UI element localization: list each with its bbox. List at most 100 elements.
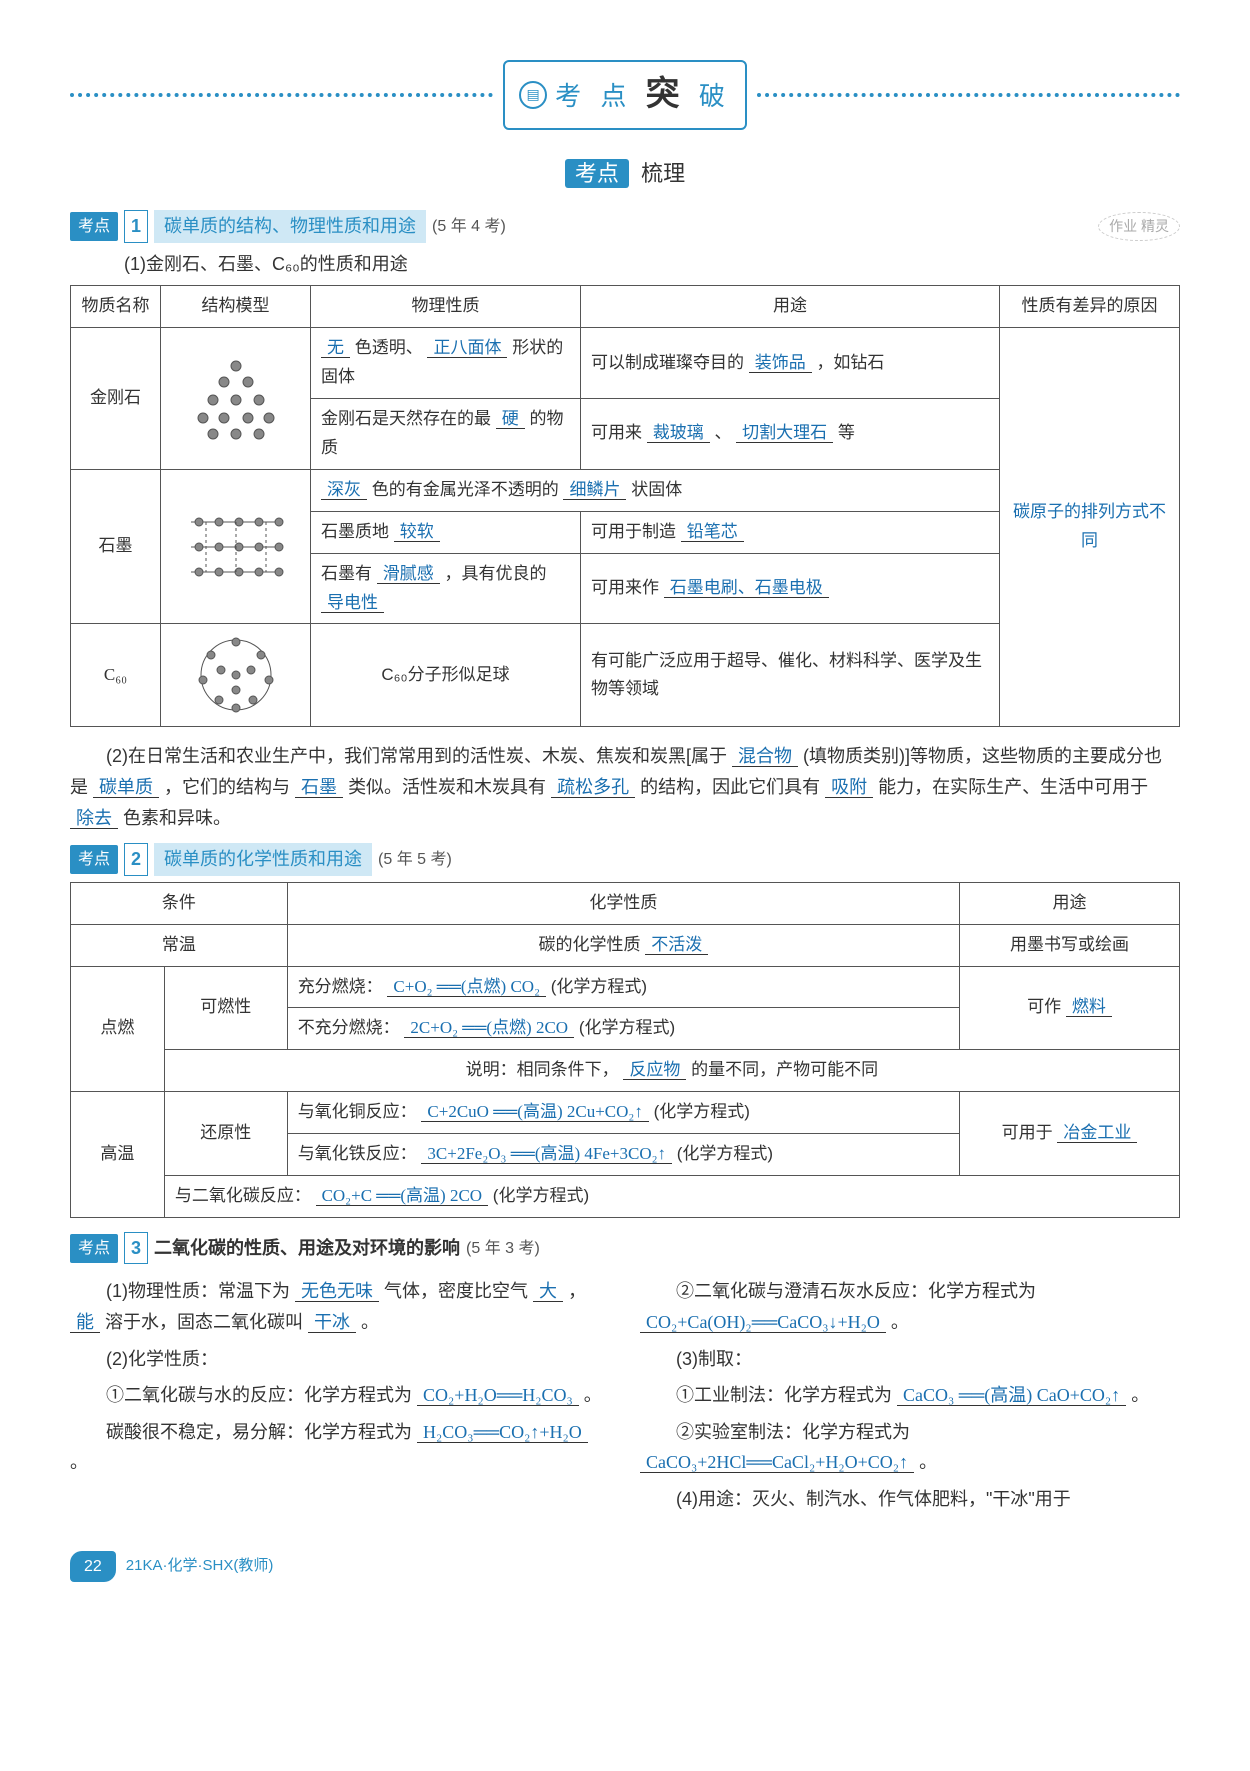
answer: 冶金工业	[1057, 1123, 1137, 1143]
answer: 较软	[394, 522, 440, 542]
footer-code: 21KA·化学·SHX(教师)	[126, 1553, 274, 1579]
answer: 石墨	[295, 777, 343, 798]
cell-prop: 与二氧化碳反应： CO₂+C ══(高温) 2CO (化学方程式)	[164, 1176, 1179, 1218]
answer: 导电性	[321, 593, 384, 613]
cell-use: 有可能广泛应用于超导、催化、材料科学、医学及生物等领域	[580, 624, 999, 727]
cell-note: 说明：相同条件下， 反应物 的量不同，产物可能不同	[164, 1050, 1179, 1092]
para-2: (2)在日常生活和农业生产中，我们常常用到的活性炭、木炭、焦炭和炭黑[属于 混合…	[70, 741, 1180, 833]
kaodian-topic: 碳单质的化学性质和用途	[154, 843, 372, 876]
t1-subtitle: (1)金刚石、石墨、C₆₀的性质和用途	[70, 249, 1180, 280]
answer: 干冰	[308, 1312, 356, 1333]
kaodian-1-row: 考点 1 碳单质的结构、物理性质和用途 (5 年 4 考) 作业 精灵	[70, 210, 1180, 243]
section-tag: 考点	[565, 159, 629, 188]
text-line: (4)用途：灭火、制汽水、作气体肥料，"干冰"用于	[640, 1484, 1180, 1515]
table-row: 金刚石 无 色透明、 正八面体 形状的固体 可以制成璀璨夺目的 装饰品 ，如钻石	[71, 328, 1180, 399]
answer: 碳原子的排列方式不同	[1013, 502, 1166, 550]
cell-prop: C₆₀分子形似足球	[311, 624, 581, 727]
kaodian-note: (5 年 5 考)	[378, 846, 452, 873]
table-row: 说明：相同条件下， 反应物 的量不同，产物可能不同	[71, 1050, 1180, 1092]
cell-model	[161, 328, 311, 470]
cell-prop: 碳的化学性质 不活泼	[287, 924, 959, 966]
answer: 切割大理石	[736, 423, 833, 443]
th: 条件	[71, 882, 288, 924]
kaodian-label: 考点	[70, 1234, 118, 1263]
th: 性质有差异的原因	[1000, 286, 1180, 328]
th: 用途	[580, 286, 999, 328]
answer: 大	[533, 1281, 563, 1302]
text-line: ①二氧化碳与水的反应：化学方程式为 CO₂+H₂O══H₂CO₃ 。	[70, 1380, 610, 1411]
answer: 2C+O₂ ══(点燃) 2CO	[404, 1018, 574, 1038]
cell-model	[161, 624, 311, 727]
answer: 深灰	[321, 480, 367, 500]
answer: 能	[70, 1312, 100, 1333]
th: 物质名称	[71, 286, 161, 328]
cell-name: C₆₀	[71, 624, 161, 727]
two-column-text: (1)物理性质：常温下为 无色无味 气体，密度比空气 大 ， 能 溶于水，固态二…	[70, 1270, 1180, 1520]
cell-prop: 深灰 色的有金属光泽不透明的 细鳞片 状固体	[311, 469, 1000, 511]
cell-use: 可作 燃料	[960, 966, 1180, 1050]
table-1: 物质名称 结构模型 物理性质 用途 性质有差异的原因 金刚石 无 色透明、 正八…	[70, 285, 1180, 727]
cell-reason: 碳原子的排列方式不同	[1000, 328, 1180, 727]
kaodian-2-row: 考点 2 碳单质的化学性质和用途 (5 年 5 考)	[70, 843, 1180, 876]
answer: 细鳞片	[563, 480, 626, 500]
answer: H₂CO₃══CO₂↑+H₂O	[417, 1422, 588, 1443]
cell-cond: 高温	[71, 1092, 165, 1218]
table-row: 物质名称 结构模型 物理性质 用途 性质有差异的原因	[71, 286, 1180, 328]
cell-prop: 金刚石是天然存在的最 硬 的物质	[311, 399, 581, 470]
cell-cond: 点燃	[71, 966, 165, 1092]
th: 物理性质	[311, 286, 581, 328]
text-line: ②二氧化碳与澄清石灰水反应：化学方程式为 CO₂+Ca(OH)₂══CaCO₃↓…	[640, 1276, 1180, 1337]
page-footer: 22 21KA·化学·SHX(教师)	[70, 1551, 1180, 1582]
cell-use: 可用于制造 铅笔芯	[580, 511, 999, 553]
cell-use: 可用来 裁玻璃 、 切割大理石 等	[580, 399, 999, 470]
text-line: (2)化学性质：	[70, 1344, 610, 1375]
answer: 硬	[496, 409, 525, 429]
answer: 3C+2Fe₂O₃ ══(高温) 4Fe+3CO₂↑	[421, 1144, 672, 1164]
kaodian-topic: 碳单质的结构、物理性质和用途	[154, 210, 426, 243]
text-line: (1)物理性质：常温下为 无色无味 气体，密度比空气 大 ， 能 溶于水，固态二…	[70, 1276, 610, 1337]
cell-prop: 与氧化铜反应： C+2CuO ══(高温) 2Cu+CO₂↑ (化学方程式)	[287, 1092, 959, 1134]
cell-prop: 与氧化铁反应： 3C+2Fe₂O₃ ══(高温) 4Fe+3CO₂↑ (化学方程…	[287, 1134, 959, 1176]
book-icon: ▤	[519, 81, 547, 109]
table-row: 点燃 可燃性 充分燃烧： C+O₂ ══(点燃) CO₂ (化学方程式) 可作 …	[71, 966, 1180, 1008]
cell-prop: 石墨质地 较软	[311, 511, 581, 553]
answer: 反应物	[623, 1060, 686, 1080]
answer: CO₂+C ══(高温) 2CO	[316, 1186, 489, 1206]
right-column: ②二氧化碳与澄清石灰水反应：化学方程式为 CO₂+Ca(OH)₂══CaCO₃↓…	[640, 1270, 1180, 1520]
cell-model	[161, 469, 311, 624]
answer: 铅笔芯	[681, 522, 744, 542]
section-title: 考点 梳理	[70, 155, 1180, 192]
text-line: ①工业制法：化学方程式为 CaCO₃ ══(高温) CaO+CO₂↑ 。	[640, 1380, 1180, 1411]
kaodian-number: 2	[124, 843, 148, 876]
kaodian-label: 考点	[70, 212, 118, 241]
answer: 装饰品	[749, 353, 812, 373]
kaodian-topic: 二氧化碳的性质、用途及对环境的影响	[154, 1233, 460, 1264]
watermark-stamp: 作业 精灵	[1098, 212, 1180, 242]
th: 结构模型	[161, 286, 311, 328]
answer: 碳单质	[93, 777, 159, 798]
dots-left	[70, 93, 493, 97]
answer: 无色无味	[295, 1281, 379, 1302]
answer: CO₂+H₂O══H₂CO₃	[417, 1385, 579, 1406]
kaodian-number: 1	[124, 210, 148, 243]
cell-use: 可用于 冶金工业	[960, 1092, 1180, 1176]
cell-use: 可用来作 石墨电刷、石墨电极	[580, 553, 999, 624]
cell-name: 金刚石	[71, 328, 161, 470]
left-column: (1)物理性质：常温下为 无色无味 气体，密度比空气 大 ， 能 溶于水，固态二…	[70, 1270, 610, 1520]
kaodian-note: (5 年 3 考)	[466, 1235, 540, 1262]
header-title: 考 点 突 破	[555, 66, 731, 124]
cell-prop: 充分燃烧： C+O₂ ══(点燃) CO₂ (化学方程式)	[287, 966, 959, 1008]
answer: 石墨电刷、石墨电极	[664, 578, 829, 598]
answer: 裁玻璃	[647, 423, 710, 443]
header-badge: ▤ 考 点 突 破	[503, 60, 747, 130]
text-line: (3)制取：	[640, 1344, 1180, 1375]
cell-prop: 无 色透明、 正八面体 形状的固体	[311, 328, 581, 399]
kaodian-3-row: 考点 3 二氧化碳的性质、用途及对环境的影响 (5 年 3 考)	[70, 1232, 1180, 1265]
table-row: 常温 碳的化学性质 不活泼 用墨书写或绘画	[71, 924, 1180, 966]
answer: 正八面体	[427, 338, 507, 358]
th: 用途	[960, 882, 1180, 924]
text-line: 碳酸很不稳定，易分解：化学方程式为 H₂CO₃══CO₂↑+H₂O 。	[70, 1417, 610, 1478]
answer: C+O₂ ══(点燃) CO₂	[387, 977, 546, 997]
cell-name: 石墨	[71, 469, 161, 624]
section-text: 梳理	[641, 161, 685, 186]
